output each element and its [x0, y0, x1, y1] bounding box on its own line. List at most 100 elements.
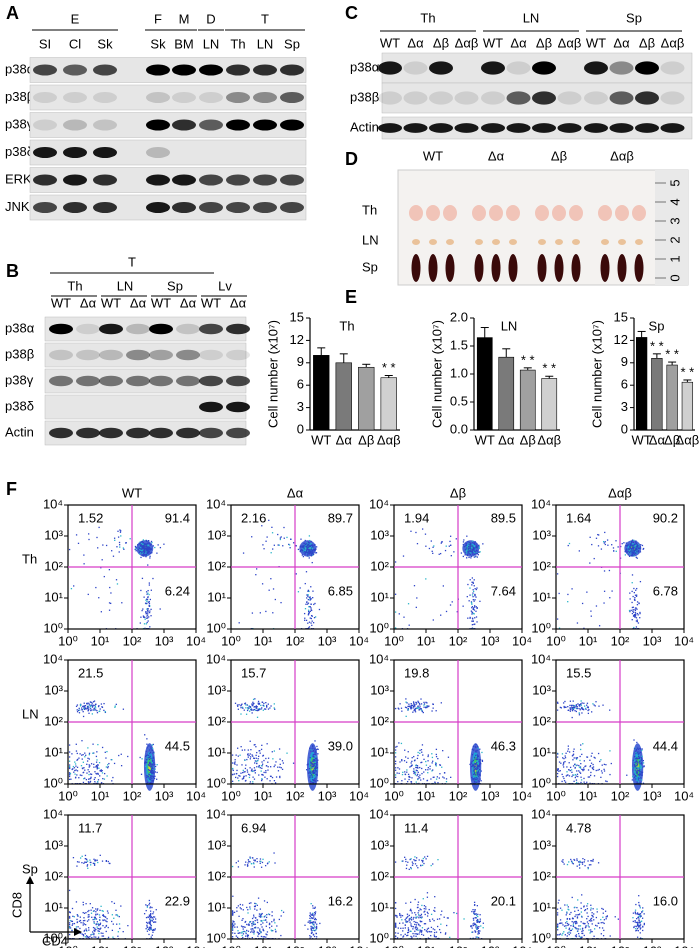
- genotype-label: WT: [423, 148, 443, 163]
- event-dot: [571, 708, 572, 709]
- event-dot: [100, 906, 101, 907]
- event-dot: [471, 611, 472, 612]
- event-dot: [635, 928, 636, 929]
- event-dot: [636, 768, 637, 769]
- event-dot: [471, 761, 472, 762]
- band: [199, 376, 223, 387]
- event-dot: [588, 709, 589, 710]
- event-dot: [638, 754, 639, 755]
- event-dot: [477, 937, 478, 938]
- event-dot: [83, 863, 84, 864]
- event-dot: [72, 916, 73, 917]
- event-dot: [415, 922, 416, 923]
- thymus: [535, 205, 549, 221]
- event-dot: [432, 762, 433, 763]
- event-dot: [149, 903, 150, 904]
- event-dot: [149, 549, 150, 550]
- event-dot: [569, 914, 570, 915]
- event-dot: [149, 765, 150, 766]
- band: [126, 376, 150, 387]
- row-label: LN: [362, 232, 379, 247]
- event-dot: [417, 867, 418, 868]
- event-dot: [562, 933, 563, 934]
- event-dot: [148, 769, 149, 770]
- event-dot: [93, 919, 94, 920]
- event-dot: [250, 932, 251, 933]
- event-dot: [421, 905, 422, 906]
- event-dot: [471, 552, 472, 553]
- event-dot: [402, 772, 403, 773]
- event-dot: [93, 910, 94, 911]
- event-dot: [98, 937, 99, 938]
- event-dot: [151, 749, 152, 750]
- x-tick-label: 10³: [318, 943, 337, 948]
- event-dot: [81, 765, 82, 766]
- event-dot: [274, 766, 275, 767]
- event-dot: [310, 936, 311, 937]
- event-dot: [480, 918, 481, 919]
- event-dot: [259, 913, 260, 914]
- event-dot: [77, 926, 78, 927]
- band: [49, 324, 73, 335]
- event-dot: [147, 905, 148, 906]
- event-dot: [593, 766, 594, 767]
- event-dot: [418, 915, 419, 916]
- event-dot: [602, 765, 603, 766]
- event-dot: [253, 770, 254, 771]
- event-dot: [417, 907, 418, 908]
- event-dot: [266, 917, 267, 918]
- lane-label: Cl: [69, 36, 81, 51]
- band: [63, 202, 87, 213]
- event-dot: [643, 760, 644, 761]
- band: [507, 91, 531, 104]
- event-dot: [600, 777, 601, 778]
- event-dot: [578, 914, 579, 915]
- event-dot: [308, 541, 309, 542]
- event-dot: [591, 763, 592, 764]
- event-dot: [615, 916, 616, 917]
- event-dot: [280, 935, 281, 936]
- x-tick-label: 10³: [643, 943, 662, 948]
- event-dot: [572, 917, 573, 918]
- event-dot: [242, 937, 243, 938]
- event-dot: [106, 775, 107, 776]
- event-dot: [96, 751, 97, 752]
- event-dot: [146, 758, 147, 759]
- event-dot: [416, 926, 417, 927]
- event-dot: [557, 770, 558, 771]
- event-dot: [80, 922, 81, 923]
- event-dot: [591, 920, 592, 921]
- event-dot: [315, 767, 316, 768]
- event-dot: [563, 763, 564, 764]
- event-dot: [99, 931, 100, 932]
- event-dot: [312, 751, 313, 752]
- event-dot: [151, 766, 152, 767]
- event-dot: [635, 615, 636, 616]
- event-dot: [466, 543, 467, 544]
- event-dot: [642, 766, 643, 767]
- event-dot: [567, 751, 568, 752]
- event-dot: [251, 754, 252, 755]
- event-dot: [604, 919, 605, 920]
- event-dot: [601, 933, 602, 934]
- event-dot: [410, 706, 411, 707]
- event-dot: [312, 546, 313, 547]
- event-dot: [637, 755, 638, 756]
- event-dot: [252, 756, 253, 757]
- event-dot: [431, 927, 432, 928]
- event-dot: [481, 770, 482, 771]
- event-dot: [149, 605, 150, 606]
- event-dot: [282, 769, 283, 770]
- event-dot: [557, 926, 558, 927]
- band: [146, 202, 170, 213]
- group-label: E: [71, 11, 80, 26]
- event-dot: [236, 754, 237, 755]
- event-dot: [441, 767, 442, 768]
- event-dot: [270, 776, 271, 777]
- event-dot: [233, 921, 234, 922]
- x-tick-label: 10¹: [91, 943, 110, 948]
- event-dot: [160, 608, 161, 609]
- event-dot: [476, 621, 477, 622]
- band: [226, 428, 250, 439]
- event-dot: [85, 862, 86, 863]
